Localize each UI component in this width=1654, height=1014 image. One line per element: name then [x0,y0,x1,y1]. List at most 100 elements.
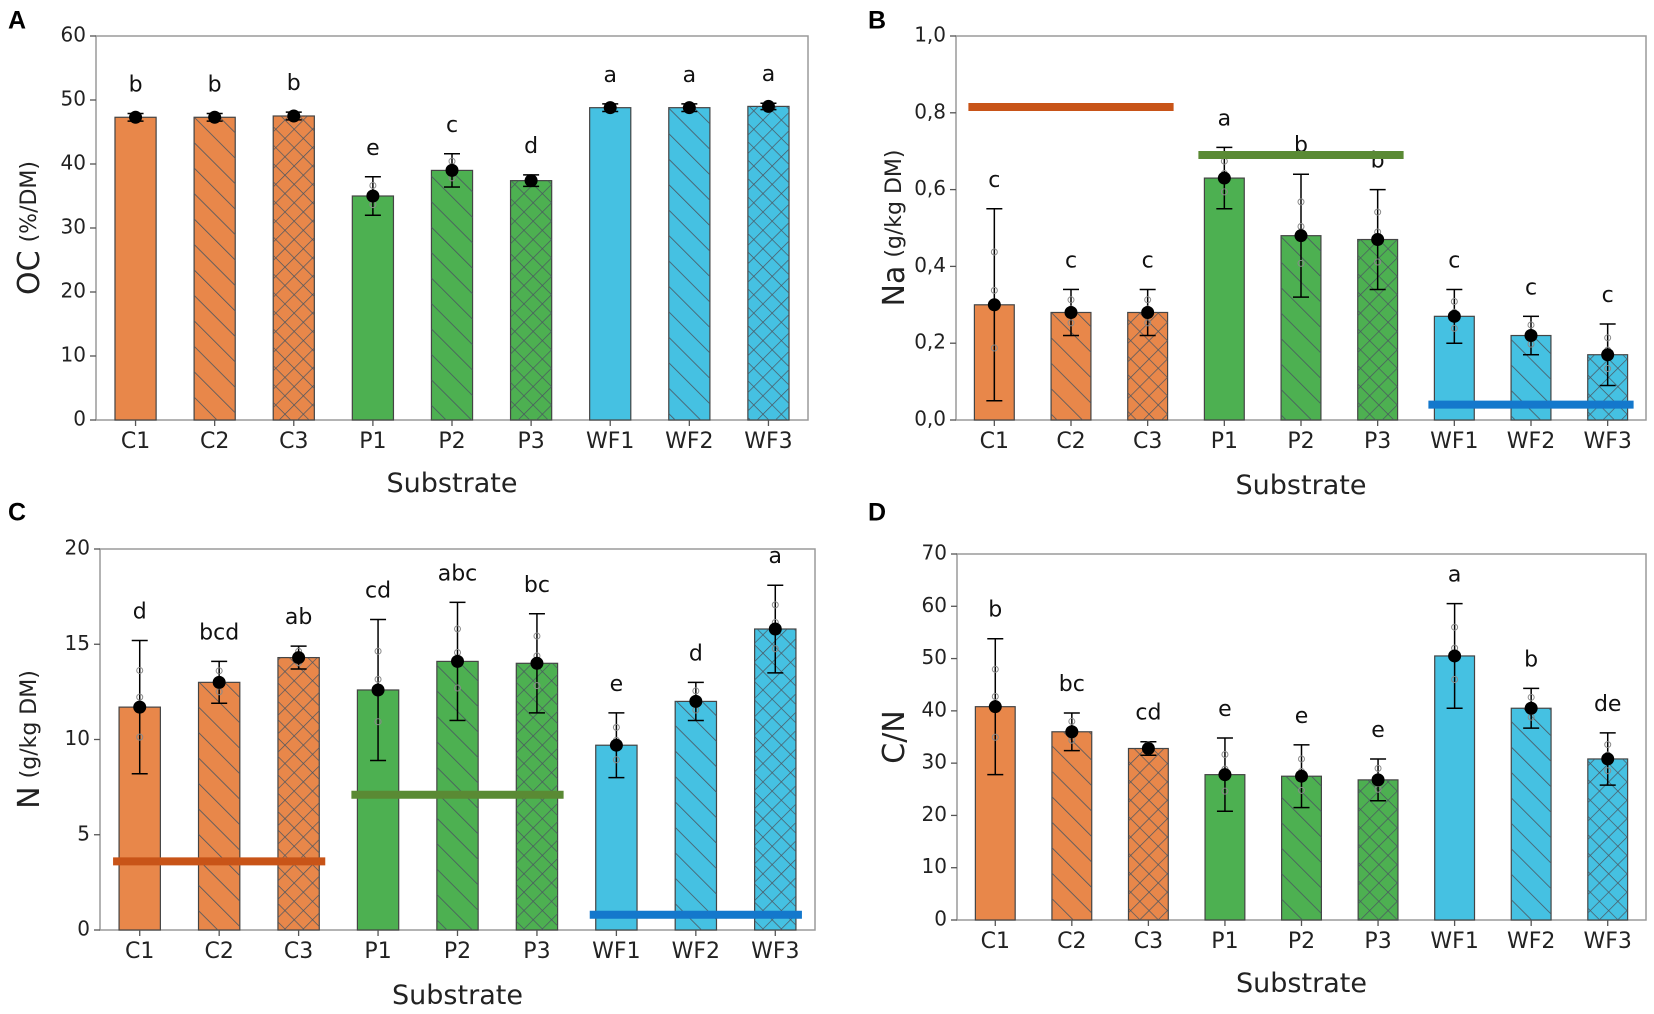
bar-c1 [974,706,1016,921]
replicate-point [771,645,779,653]
y-axis-title-main: C/N [877,710,912,764]
x-tick-label: WF3 [744,429,792,454]
x-tick-label: C2 [1057,929,1086,954]
y-tick-label: 0 [934,907,947,931]
replicate-point [991,692,999,700]
x-tick-label: C3 [1134,929,1163,954]
y-tick-label: 20 [61,279,86,303]
x-tick-label: P3 [1364,929,1391,954]
replicate-point [369,181,377,189]
mean-point [1371,233,1385,247]
mean-point [129,110,143,124]
x-tick-label: WF2 [665,429,713,454]
panel-d: D 0 10 20 30 40 50 60 70 b C1 bc C2 cd C3 e P1 e P2 e P3 a WF1… [868,499,1647,999]
bar-p1 [1203,177,1245,421]
x-tick-label: C3 [279,429,308,454]
x-tick-label: WF1 [1430,929,1478,954]
y-tick-label: 0,2 [914,330,946,354]
significance-letter: c [988,168,1000,193]
y-axis-title-unit: (g/kg DM) [17,670,42,778]
significance-letter: cd [1135,701,1161,726]
replicate-point [1604,767,1612,775]
mean-point [287,109,301,123]
mean-point [768,622,782,636]
mean-point [988,700,1002,714]
significance-letter: b [1524,647,1538,672]
mean-point [1295,769,1308,783]
replicate-point [136,733,144,741]
mean-point [609,738,623,752]
bar-hatch [668,107,710,421]
replicate-point [136,693,144,701]
replicate-point [612,756,620,764]
x-tick-label: P2 [1288,929,1315,954]
replicate-point [1144,319,1152,327]
bar-hatch [1128,748,1169,920]
significance-letter: b [129,72,143,97]
x-tick-label: P1 [359,429,386,454]
significance-letter: bcd [199,620,239,645]
x-tick-label: P3 [523,939,550,964]
y-tick-label: 15 [65,631,90,655]
bar-hatch [431,170,473,420]
significance-letter: a [1218,106,1231,131]
significance-letter: d [689,641,703,666]
mean-point [1448,649,1462,663]
mean-point [212,675,226,689]
bar-hatch [1511,708,1552,920]
replicate-point [533,682,541,690]
significance-letter: bc [1059,672,1085,697]
x-tick-label: P3 [517,429,544,454]
x-tick-label: C2 [1056,429,1085,454]
replicate-point [1604,334,1612,342]
x-tick-label: P2 [1287,429,1314,454]
replicate-point [374,675,382,683]
y-axis-title: C/N [877,710,912,764]
replicate-point [1221,751,1229,759]
mean-point [371,683,385,697]
panel-letter: A [8,7,26,35]
replicate-point [374,718,382,726]
y-tick-label: 20 [922,802,947,826]
replicate-point [1374,258,1382,266]
mean-point [1524,329,1538,343]
y-tick-label: 40 [922,697,947,721]
significance-letter: e [1295,704,1309,729]
y-axis-title-main: N [12,786,47,808]
replicate-point [1604,365,1612,373]
y-axis-title-unit: (%/DM) [17,161,42,242]
x-tick-label: WF3 [1583,429,1631,454]
x-tick-label: P1 [1211,929,1238,954]
bar-hatch [273,116,315,420]
mean-point [689,694,703,708]
mean-point [445,163,459,177]
panel-a: A 0 10 20 30 40 50 60 b C1 b C2 b C3 e P1 c P2 d P3 a WF1 a WF2… [8,7,809,499]
significance-letter: e [610,672,624,697]
y-tick-label: 1,0 [914,23,946,47]
replicate-point [1604,741,1612,749]
significance-letter: b [208,72,222,97]
mean-point [1524,701,1538,715]
replicate-point [1220,188,1228,196]
bar-c1 [114,116,157,421]
y-tick-label: 0,4 [914,253,946,277]
replicate-point [374,647,382,655]
mean-point [1141,305,1155,319]
significance-letter: c [1142,248,1154,273]
significance-letter: e [366,136,380,161]
y-tick-label: 50 [922,645,947,669]
bar-p1 [351,195,395,421]
bar-hatch [1358,779,1398,920]
replicate-point [1067,319,1075,327]
x-tick-label: C3 [284,939,313,964]
x-tick-label: WF1 [592,939,640,964]
y-tick-label: 0,8 [914,99,946,123]
replicate-point [990,248,998,256]
significance-letter: c [1602,283,1614,308]
x-tick-label: C1 [121,429,150,454]
y-tick-label: 0,6 [914,176,946,200]
x-tick-label: WF3 [751,939,799,964]
mean-point [530,656,544,670]
significance-letter: bc [524,573,550,598]
